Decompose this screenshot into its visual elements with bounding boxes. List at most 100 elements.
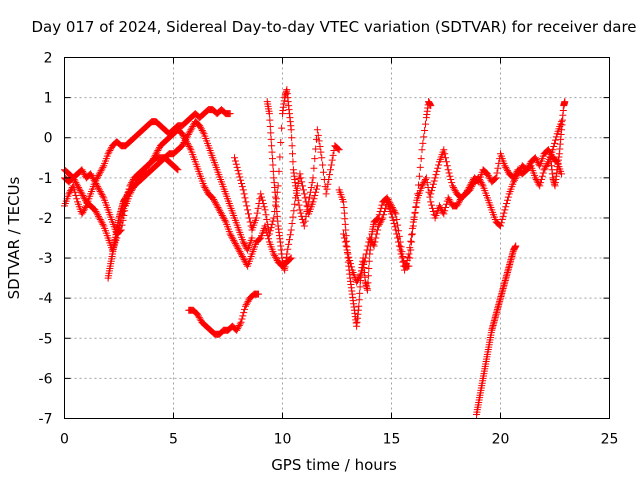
- data-point: [468, 179, 476, 187]
- data-point: [292, 194, 300, 202]
- data-point: [429, 180, 437, 188]
- data-point: [231, 157, 239, 165]
- data-point: [391, 208, 399, 216]
- data-point: [268, 220, 276, 228]
- data-point: [96, 187, 104, 195]
- data-point: [74, 182, 82, 190]
- data-point: [73, 195, 81, 203]
- data-point: [355, 302, 363, 310]
- data-point: [367, 236, 375, 244]
- data-point: [269, 161, 277, 169]
- data-point: [238, 252, 246, 260]
- data-point: [353, 277, 361, 285]
- data-point: [401, 263, 409, 271]
- data-point: [454, 200, 462, 208]
- data-point: [380, 211, 388, 219]
- axis-ticks: [64, 57, 610, 419]
- data-point: [365, 264, 373, 272]
- data-point: [343, 246, 351, 254]
- data-point: [364, 272, 372, 280]
- data-point: [99, 220, 107, 228]
- data-point: [217, 210, 225, 218]
- y-tick-label: -2: [39, 211, 53, 227]
- data-point: [287, 126, 295, 134]
- data-point: [342, 242, 350, 250]
- data-point: [340, 230, 348, 238]
- data-point: [434, 164, 442, 172]
- data-point: [526, 163, 534, 171]
- data-point: [442, 158, 450, 166]
- data-point: [408, 224, 416, 232]
- data-point: [94, 183, 102, 191]
- data-point: [187, 126, 195, 134]
- data-point: [362, 250, 370, 258]
- data-point: [536, 182, 544, 190]
- data-point: [295, 201, 303, 209]
- data-point: [228, 233, 236, 241]
- data-point: [244, 297, 252, 305]
- data-point: [262, 211, 270, 219]
- data-point: [446, 197, 454, 205]
- y-tick-label: -3: [39, 251, 53, 267]
- data-point: [227, 232, 235, 240]
- data-point: [347, 260, 355, 268]
- y-tick-label: -5: [39, 331, 53, 347]
- data-point: [398, 254, 406, 262]
- data-point: [333, 144, 341, 152]
- data-point: [285, 236, 293, 244]
- data-point: [289, 150, 297, 158]
- data-point: [186, 144, 194, 152]
- series-trace-6: [231, 86, 343, 238]
- series-trace-1: [61, 106, 234, 218]
- data-point: [269, 167, 277, 175]
- data-point: [239, 254, 247, 262]
- data-point: [193, 310, 201, 318]
- data-point: [311, 191, 319, 199]
- data-point: [364, 242, 372, 250]
- data-point: [532, 155, 540, 163]
- data-point: [445, 169, 453, 177]
- data-point: [200, 182, 208, 190]
- data-point: [539, 169, 547, 177]
- data-point: [199, 128, 207, 136]
- data-point: [67, 187, 75, 195]
- data-point: [270, 214, 278, 222]
- data-point: [427, 198, 435, 206]
- data-point: [501, 206, 509, 214]
- data-point: [537, 179, 545, 187]
- data-point: [98, 191, 106, 199]
- data-point: [533, 177, 541, 185]
- data-point: [466, 182, 474, 190]
- data-point: [420, 133, 428, 141]
- data-point: [186, 127, 194, 135]
- data-point: [95, 171, 103, 179]
- data-point: [324, 180, 332, 188]
- grid: [64, 57, 610, 419]
- data-point: [213, 202, 221, 210]
- data-point: [189, 122, 197, 130]
- data-point: [260, 203, 268, 211]
- data-point: [307, 183, 315, 191]
- data-point: [499, 212, 507, 220]
- data-point: [492, 174, 500, 182]
- data-point: [435, 161, 443, 169]
- data-point: [356, 283, 364, 291]
- data-point: [248, 234, 256, 242]
- data-point: [77, 188, 85, 196]
- data-point: [359, 264, 367, 272]
- data-point: [354, 275, 362, 283]
- y-tick-labels: 2 1 0 -1 -2 -3 -4 -5 -6 -7: [39, 51, 53, 428]
- data-point: [407, 237, 415, 245]
- data-point: [301, 217, 309, 225]
- data-point: [493, 169, 501, 177]
- data-point: [374, 222, 382, 230]
- data-point: [237, 176, 245, 184]
- data-point: [301, 194, 309, 202]
- data-point: [415, 172, 423, 180]
- data-point: [268, 148, 276, 156]
- data-point: [95, 212, 103, 220]
- data-point: [421, 127, 429, 135]
- data-point: [426, 193, 434, 201]
- data-point: [463, 187, 471, 195]
- data-point: [312, 145, 320, 153]
